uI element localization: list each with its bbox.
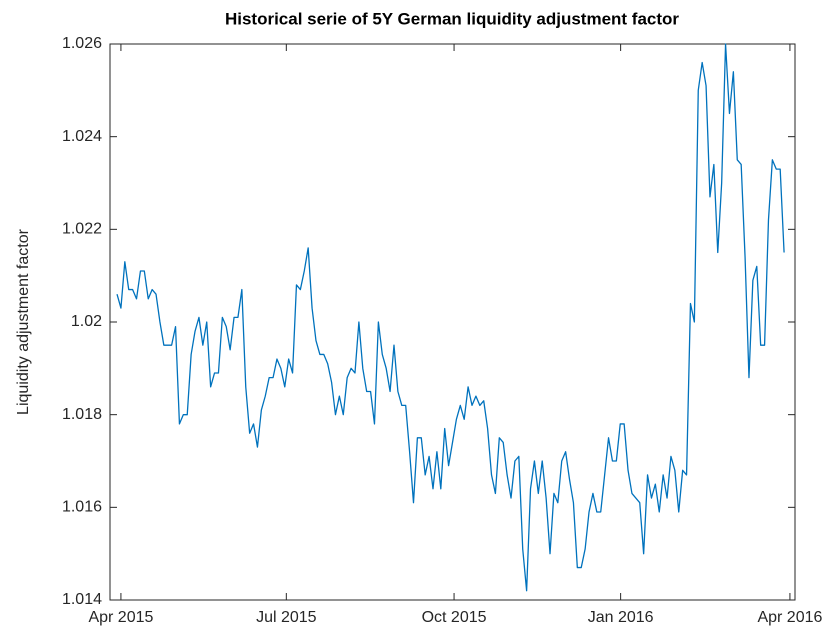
y-tick-label: 1.014 xyxy=(62,591,102,608)
y-tick-label: 1.016 xyxy=(62,499,102,516)
x-tick-label: Jul 2015 xyxy=(256,609,317,626)
data-line xyxy=(116,43,785,592)
x-tick-label: Apr 2015 xyxy=(88,609,153,626)
y-tick-label: 1.026 xyxy=(62,35,102,52)
y-tick-label: 1.022 xyxy=(62,221,102,238)
x-tick-label: Oct 2015 xyxy=(422,609,487,626)
y-tick-label: 1.02 xyxy=(71,313,102,330)
y-tick-label: 1.024 xyxy=(62,128,102,145)
x-tick-label: Jan 2016 xyxy=(588,609,654,626)
y-axis-label: Liquidity adjustment factor xyxy=(15,228,32,415)
chart-title: Historical serie of 5Y German liquidity … xyxy=(225,9,679,28)
y-tick-label: 1.018 xyxy=(62,406,102,423)
x-tick-label: Apr 2016 xyxy=(757,609,822,626)
